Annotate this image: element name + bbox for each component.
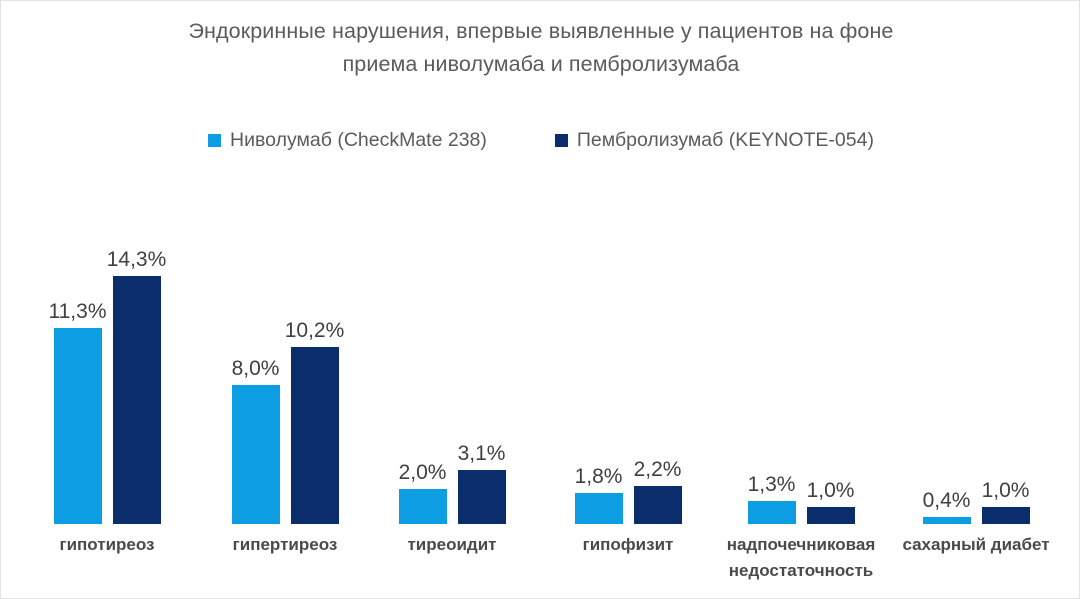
- chart-title-line-1: Эндокринные нарушения, впервые выявленны…: [188, 19, 894, 43]
- bar[interactable]: [231, 385, 280, 524]
- square-marker-icon: [208, 133, 222, 147]
- category-label-line: гипертиреоз: [232, 535, 338, 554]
- bar[interactable]: [922, 517, 971, 524]
- bar-item: 3,1%: [457, 191, 506, 524]
- bar[interactable]: [457, 470, 506, 524]
- bar-group-bars: 0,4% 1,0%: [896, 191, 1056, 524]
- bar[interactable]: [53, 328, 102, 524]
- bar-item: 2,0%: [398, 191, 447, 524]
- category-label-line: гипотиреоз: [59, 535, 155, 554]
- bar-item: 11,3%: [49, 191, 107, 524]
- bar[interactable]: [290, 347, 339, 524]
- bar-value-label: 3,1%: [457, 442, 506, 465]
- bar-group: 8,0% 10,2%: [205, 191, 365, 524]
- bar[interactable]: [806, 507, 855, 524]
- bar-value-label: 2,0%: [398, 461, 447, 484]
- legend-item-nivolumab[interactable]: Ниволумаб (CheckMate 238): [208, 129, 487, 151]
- bar-value-label: 14,3%: [106, 248, 167, 271]
- bar-item: 14,3%: [107, 191, 166, 524]
- bar[interactable]: [981, 507, 1030, 524]
- bar-item: 0,4%: [922, 191, 971, 524]
- bar-group-bars: 1,3% 1,0%: [721, 191, 881, 524]
- bar-value-label: 1,0%: [981, 479, 1030, 502]
- category-label-line: сахарный диабет: [902, 535, 1050, 554]
- bar-group: 1,8% 2,2%: [548, 191, 708, 524]
- bar-item: 2,2%: [633, 191, 682, 524]
- legend-item-label: Ниволумаб (CheckMate 238): [230, 129, 487, 151]
- category-label-line: тиреоидит: [407, 535, 497, 554]
- category-axis: гипотиреоз гипертиреоз тиреоидит гипофизит н…: [1, 532, 1079, 598]
- bar-value-label: 8,0%: [231, 357, 280, 380]
- category-label: тиреоидит: [357, 532, 547, 558]
- category-label: сахарный диабет: [881, 532, 1071, 558]
- bar-group-bars: 2,0% 3,1%: [372, 191, 532, 524]
- bar-group-bars: 11,3% 14,3%: [27, 191, 187, 524]
- bar-item: 1,0%: [981, 191, 1030, 524]
- plot-area: 11,3% 14,3% 8,0% 10,2% 2,0% 3,1% 1,8% 2,2% 1,3% 1…: [1, 191, 1079, 524]
- bar-item: 1,0%: [806, 191, 855, 524]
- bar-value-label: 1,3%: [747, 473, 796, 496]
- bar-item: 8,0%: [231, 191, 280, 524]
- square-marker-icon: [554, 133, 568, 147]
- chart-title-line-2: приема ниволумаба и пембролизумаба: [342, 52, 740, 76]
- bar[interactable]: [633, 486, 682, 524]
- bar[interactable]: [112, 276, 161, 524]
- category-label-line: гипофизит: [582, 535, 674, 554]
- bar-value-label: 11,3%: [48, 300, 107, 323]
- bar-group: 2,0% 3,1%: [372, 191, 532, 524]
- bar-group-bars: 8,0% 10,2%: [205, 191, 365, 524]
- bar[interactable]: [574, 493, 623, 524]
- category-label: гипотиреоз: [12, 532, 202, 558]
- bar-item: 1,3%: [747, 191, 796, 524]
- bar-value-label: 0,4%: [922, 489, 971, 512]
- legend-item-label: Пембролизумаб (KEYNOTE-054): [576, 129, 874, 151]
- bar[interactable]: [747, 501, 796, 524]
- bar-value-label: 10,2%: [284, 319, 345, 342]
- category-label: гипофизит: [533, 532, 723, 558]
- bar-value-label: 1,8%: [574, 465, 623, 488]
- bar-value-label: 2,2%: [633, 458, 682, 481]
- legend-item-pembrolizumab[interactable]: Пембролизумаб (KEYNOTE-054): [554, 129, 874, 151]
- bar-group: 1,3% 1,0%: [721, 191, 881, 524]
- category-label: гипертиреоз: [190, 532, 380, 558]
- category-label: надпочечниковая недостаточность: [706, 532, 896, 584]
- bar-group: 0,4% 1,0%: [896, 191, 1056, 524]
- chart-legend: Ниволумаб (CheckMate 238) Пембролизумаб …: [1, 129, 1079, 151]
- chart-title: Эндокринные нарушения, впервые выявленны…: [91, 15, 991, 81]
- category-label-line: надпочечниковая: [726, 535, 876, 554]
- bar-item: 1,8%: [574, 191, 623, 524]
- bar-value-label: 1,0%: [806, 479, 855, 502]
- bar-group-bars: 1,8% 2,2%: [548, 191, 708, 524]
- bar[interactable]: [398, 489, 447, 524]
- category-label-line: недостаточность: [728, 561, 874, 580]
- bar-group: 11,3% 14,3%: [27, 191, 187, 524]
- bar-item: 10,2%: [285, 191, 344, 524]
